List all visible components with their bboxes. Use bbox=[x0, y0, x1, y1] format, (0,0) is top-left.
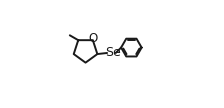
Text: O: O bbox=[89, 32, 98, 44]
Text: Se: Se bbox=[105, 46, 121, 60]
